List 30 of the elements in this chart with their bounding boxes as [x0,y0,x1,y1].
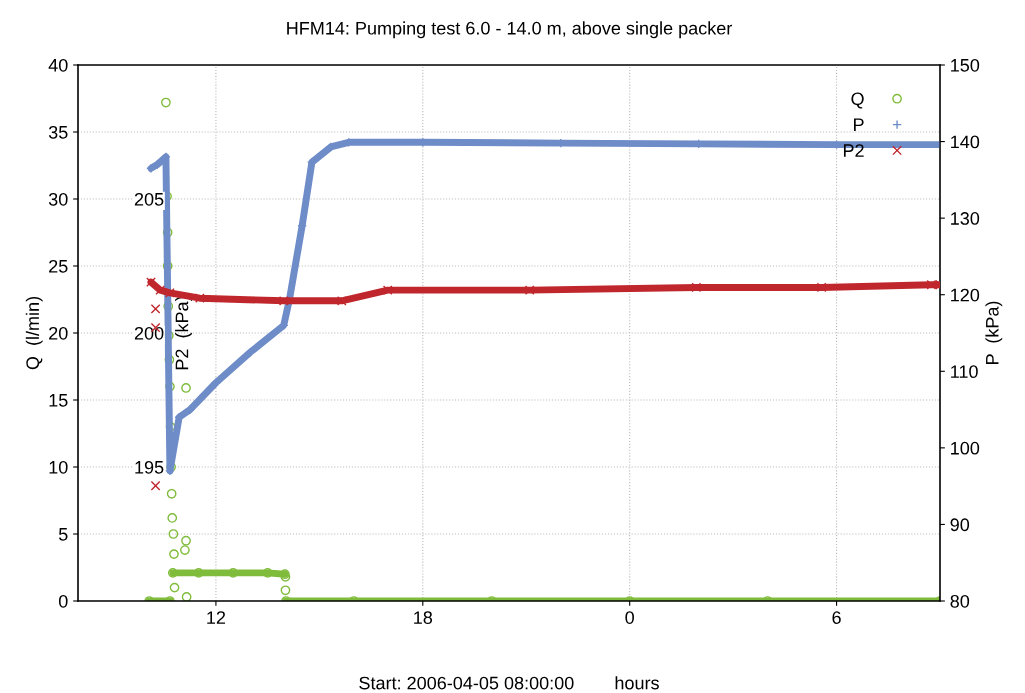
y2-tick-label: 110 [951,365,978,379]
y2-tick-label: 90 [950,518,970,532]
y-axis-title: Q (l/min) [25,297,43,370]
y2-tick-label: 80 [950,594,970,608]
legend-label: Q [851,92,864,109]
chart-title: HFM14: Pumping test 6.0 - 14.0 m, above single packer [287,21,733,39]
x-tick-label: 18 [414,611,433,624]
y-tick-label: 0 [58,594,68,608]
y3-tick-label: 195 [135,460,164,474]
y2-tick-label: 100 [951,441,980,455]
y-tick-label: 5 [58,528,68,541]
y-tick-label: 25 [49,259,68,273]
y-tick-label: 40 [48,58,68,72]
x-tick-label: 6 [832,611,841,624]
y2-tick-label: 130 [951,212,980,225]
y3-tick-label: 205 [134,192,164,206]
y2-tick-label: 120 [951,288,980,302]
y-tick-label: 35 [48,125,68,139]
y2-axis-title: P (kPa) [985,301,1003,364]
y-tick-label: 30 [48,192,68,206]
x-tick-label: 0 [625,611,634,624]
x-axis-title: Start: 2006-04-05 08:00:00 hours [359,676,659,690]
y3-tick-label: 200 [134,326,164,340]
y-tick-label: 20 [49,326,68,340]
y-tick-label: 15 [49,394,68,407]
y2-tick-label: 150 [951,58,980,72]
y-tick-label: 10 [49,460,68,474]
x-tick-label: 12 [207,611,226,624]
y2-tick-label: 140 [951,135,980,149]
legend-label: P [854,118,864,131]
